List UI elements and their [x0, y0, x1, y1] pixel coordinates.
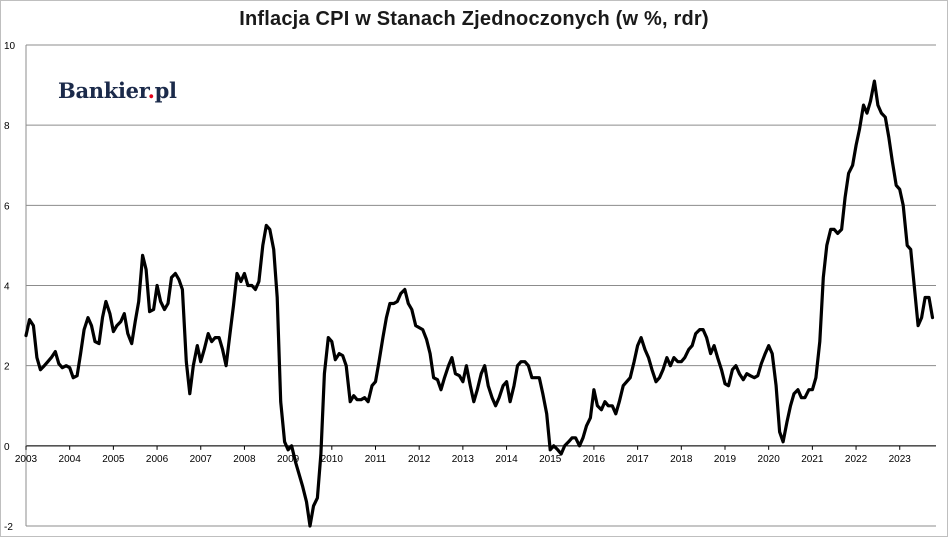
x-tick-label: 2007 [190, 454, 213, 465]
y-tick-label: 8 [4, 121, 10, 132]
logo-text-suffix: pl [154, 78, 177, 103]
x-tick-label: 2020 [758, 454, 781, 465]
y-tick-label: 2 [4, 362, 10, 373]
x-tick-label: 2005 [102, 454, 125, 465]
x-tick-label: 2017 [626, 454, 649, 465]
x-tick-label: 2010 [321, 454, 344, 465]
x-tick-labels: 2003 2004 2005 2006 2007 2008 2009 2010 2011 2012… [15, 454, 911, 465]
x-tick-label: 2006 [146, 454, 169, 465]
x-tick-label: 2016 [583, 454, 606, 465]
x-tick-label: 2022 [845, 454, 868, 465]
y-tick-labels: -2 0 2 4 6 8 10 [4, 41, 16, 533]
logo-dot: . [147, 78, 155, 103]
x-tick-label: 2014 [495, 454, 518, 465]
x-tick-label: 2015 [539, 454, 562, 465]
series-line-cpi [24, 79, 935, 528]
x-tick-label: 2013 [452, 454, 475, 465]
y-tick-label: -2 [4, 522, 13, 533]
x-tick-label: 2008 [233, 454, 256, 465]
x-tick-label: 2004 [59, 454, 82, 465]
x-axis [25, 45, 936, 526]
x-tick-label: 2012 [408, 454, 431, 465]
y-tick-label: 6 [4, 201, 10, 212]
x-tick-label: 2019 [714, 454, 737, 465]
x-tick-label: 2003 [15, 454, 38, 465]
x-tick-label: 2023 [889, 454, 912, 465]
x-tick-label: 2021 [801, 454, 824, 465]
y-tick-label: 10 [4, 41, 16, 52]
series-layer [24, 79, 935, 528]
bankier-logo: Bankier.pl [58, 78, 177, 103]
chart-title: Inflacja CPI w Stanach Zjednoczonych (w … [239, 8, 709, 30]
x-tick-label: 2018 [670, 454, 693, 465]
x-tick-label: 2011 [365, 454, 387, 465]
y-tick-label: 4 [4, 282, 10, 293]
x-tick-label: 2009 [277, 454, 300, 465]
y-tick-label: 0 [4, 442, 10, 453]
logo-text-main: Bankier [58, 78, 148, 103]
